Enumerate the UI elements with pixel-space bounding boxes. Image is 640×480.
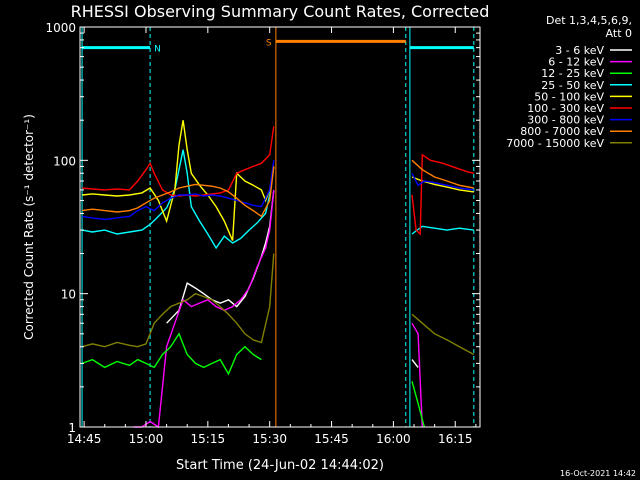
x-axis: 14:45 15:00 15:15 15:30 15:45 16:00 16:15 <box>67 27 477 446</box>
y-tick-label-3: 1000 <box>45 21 76 35</box>
legend-header-detectors: Det 1,3,4,5,6,9, <box>546 14 632 27</box>
series-line-0-seg-0 <box>166 189 275 324</box>
plot-frame <box>79 26 481 428</box>
x-tick-label-5: 16:00 <box>376 432 411 446</box>
series-line-7-seg-0 <box>82 166 275 218</box>
series-line-8-seg-1 <box>411 313 475 356</box>
series-line-2-seg-0 <box>81 332 262 376</box>
legend-label-4: 50 - 100 keV <box>534 90 604 103</box>
status-label-N: N <box>154 45 161 55</box>
y-axis: 1 10 100 1000 <box>45 21 480 435</box>
x-tick-label-3: 15:30 <box>252 432 287 446</box>
series-line-4-seg-1 <box>411 176 474 193</box>
legend-label-1: 6 - 12 keV <box>548 56 604 69</box>
x-tick-label-0: 14:45 <box>67 432 102 446</box>
series-line-6-seg-1 <box>411 172 474 191</box>
series-line-4-seg-0 <box>82 120 275 241</box>
series-line-2-seg-1 <box>411 381 425 428</box>
x-tick-label-6: 16:15 <box>438 432 473 446</box>
chart-title: RHESSI Observing Summary Count Rates, Co… <box>71 2 490 21</box>
x-tick-label-1: 15:00 <box>129 432 164 446</box>
x-tick-label-2: 15:15 <box>191 432 226 446</box>
legend-label-5: 100 - 300 keV <box>527 102 604 115</box>
generation-timestamp: 16-Oct-2021 14:42 <box>560 469 636 478</box>
legend-label-0: 3 - 6 keV <box>555 44 604 57</box>
y-tick-label-2: 100 <box>53 154 76 168</box>
legend-label-7: 800 - 7000 keV <box>520 125 604 138</box>
series-line-5-seg-1 <box>411 153 474 236</box>
legend-label-3: 25 - 50 keV <box>541 79 604 92</box>
series-line-0-seg-1 <box>411 359 419 368</box>
x-tick-label-4: 15:45 <box>314 432 349 446</box>
y-tick-label-1: 10 <box>61 288 76 302</box>
series-line-8-seg-0 <box>81 253 275 348</box>
series-line-1-seg-1 <box>411 322 423 428</box>
series-line-3-seg-0 <box>81 149 275 250</box>
legend-label-6: 300 - 800 keV <box>527 114 604 127</box>
legend-label-8: 7000 - 15000 keV <box>506 137 604 150</box>
legend-label-2: 12 - 25 keV <box>541 67 604 80</box>
x-axis-label: Start Time (24-Jun-02 14:44:02) <box>176 458 384 473</box>
y-axis-label: Corrected Count Rate (s⁻¹ detector⁻¹) <box>22 114 36 340</box>
series-line-7-seg-1 <box>411 159 474 189</box>
y-tick-label-0: 1 <box>68 421 76 435</box>
status-label-S: S <box>266 38 272 48</box>
series-line-6-seg-0 <box>81 160 275 221</box>
legend-header-attenuator: Att 0 <box>606 27 632 40</box>
